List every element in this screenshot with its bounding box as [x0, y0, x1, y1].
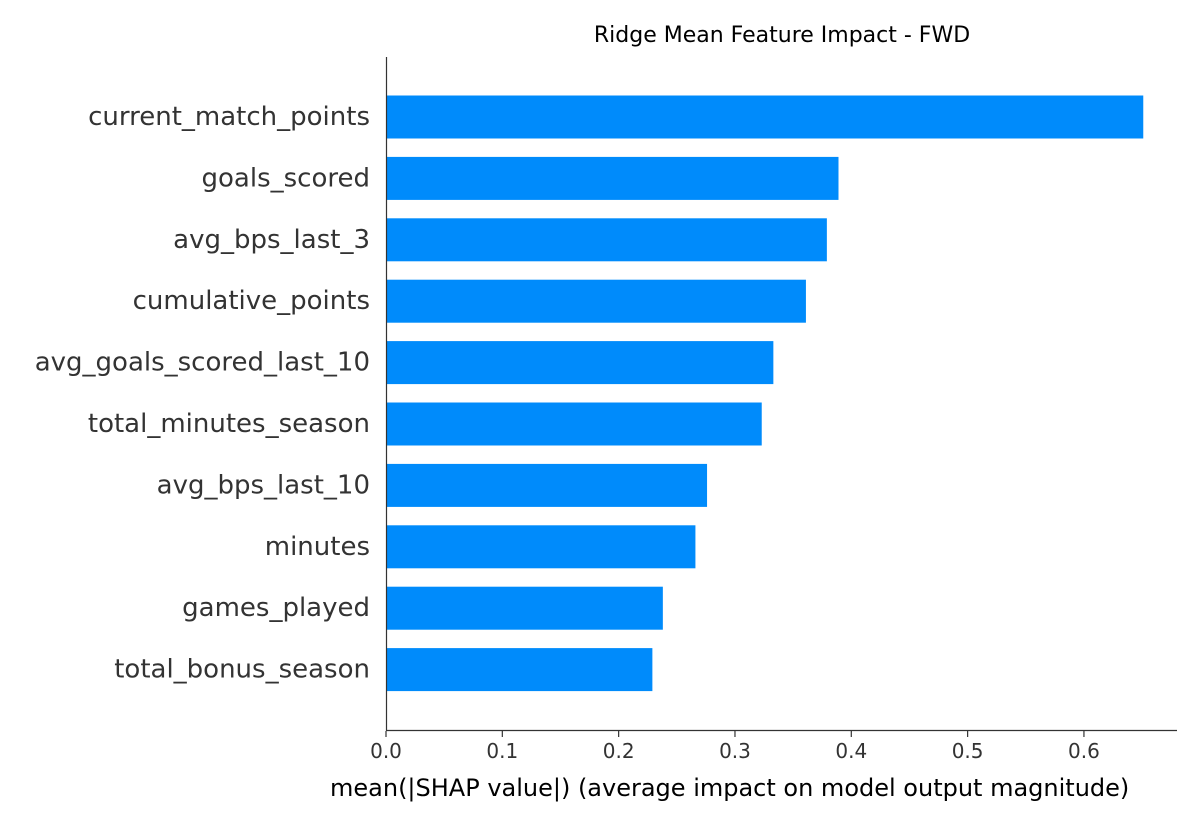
category-label: avg_bps_last_10 — [157, 470, 370, 500]
chart-title: Ridge Mean Feature Impact - FWD — [594, 23, 970, 48]
x-tick-label: 0.5 — [952, 739, 984, 763]
bar-cumulative-points — [386, 279, 806, 323]
bar-total-bonus-season — [386, 648, 653, 692]
bars — [386, 95, 1144, 692]
x-tick-label: 0.4 — [835, 739, 867, 763]
category-label: avg_goals_scored_last_10 — [35, 348, 370, 378]
category-label: goals_scored — [202, 163, 370, 193]
bar-total-minutes-season — [386, 402, 762, 446]
category-label: cumulative_points — [133, 286, 370, 316]
category-label: total_bonus_season — [114, 655, 370, 685]
bar-avg-bps-last-3 — [386, 218, 827, 262]
x-tick-label: 0.0 — [370, 739, 402, 763]
x-axis-label: mean(|SHAP value|) (average impact on mo… — [330, 774, 1129, 802]
category-label: avg_bps_last_3 — [173, 225, 370, 255]
x-tick-label: 0.6 — [1068, 739, 1100, 763]
category-label: minutes — [265, 532, 370, 562]
category-label: total_minutes_season — [88, 409, 370, 439]
bar-goals-scored — [386, 156, 839, 200]
x-axis-ticks: 0.0 0.1 0.2 0.3 0.4 0.5 0.6 — [370, 731, 1100, 763]
bar-avg-goals-scored-last-10 — [386, 341, 774, 385]
bar-minutes — [386, 525, 696, 569]
x-tick-label: 0.3 — [719, 739, 751, 763]
category-label: games_played — [182, 593, 370, 623]
x-tick-label: 0.1 — [486, 739, 518, 763]
category-labels: current_match_points goals_scored avg_bps_… — [35, 102, 370, 685]
category-label: current_match_points — [88, 102, 370, 132]
bar-games-played — [386, 586, 663, 630]
bar-avg-bps-last-10 — [386, 463, 708, 507]
bar-current-match-points — [386, 95, 1144, 139]
x-tick-label: 0.2 — [603, 739, 635, 763]
